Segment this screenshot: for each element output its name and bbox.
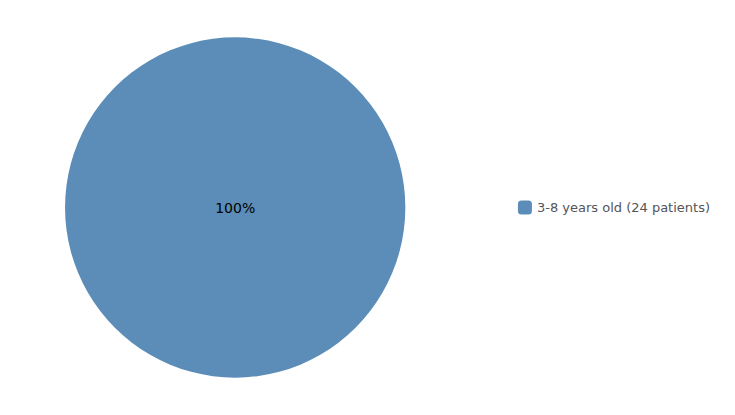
svg-text:3-8 years old (24 patients): 3-8 years old (24 patients) bbox=[537, 200, 710, 215]
svg-text:100%: 100% bbox=[215, 200, 255, 216]
